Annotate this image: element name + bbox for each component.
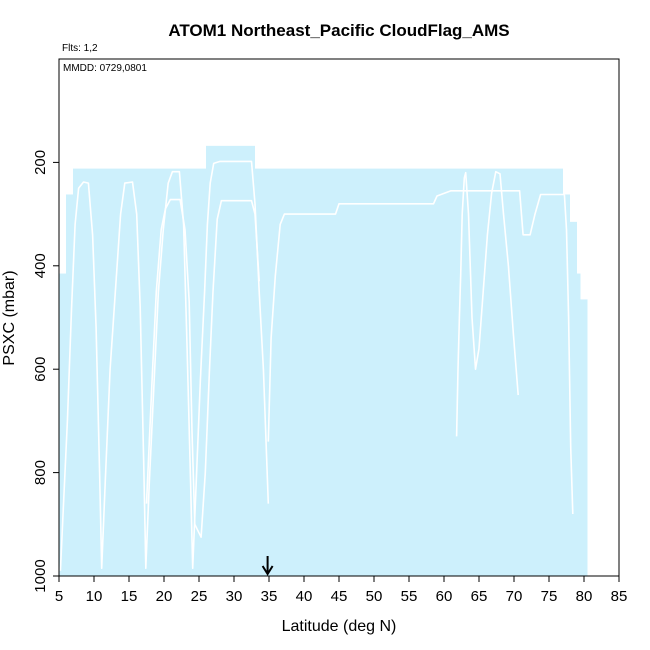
flight-track-series-2 xyxy=(267,190,574,515)
x-tick-label: 30 xyxy=(226,588,243,605)
chart-subtitle: Flts: 1,2 xyxy=(62,43,98,54)
x-tick-label: 40 xyxy=(296,588,313,605)
cloud-column-3 xyxy=(206,145,255,576)
cloud-column-4 xyxy=(255,168,563,576)
x-tick-label: 55 xyxy=(401,588,418,605)
x-tick-label: 65 xyxy=(471,588,488,605)
mmdd-annotation: MMDD: 0729,0801 xyxy=(63,63,147,74)
x-tick-label: 70 xyxy=(506,588,523,605)
x-tick-label: 60 xyxy=(436,588,453,605)
x-tick-label: 50 xyxy=(366,588,383,605)
flight-track-layer xyxy=(59,160,574,571)
x-axis-label: Latitude (deg N) xyxy=(282,618,397,635)
cloud-column-6 xyxy=(570,221,577,577)
cloud-column-7 xyxy=(577,273,581,576)
x-tick-label: 85 xyxy=(611,588,628,605)
y-tick-label: 200 xyxy=(32,150,49,175)
latitude-marker xyxy=(261,556,274,576)
x-tick-label: 5 xyxy=(55,588,63,605)
y-tick-label: 600 xyxy=(32,357,49,382)
x-tick-label: 45 xyxy=(331,588,348,605)
x-tick-label: 80 xyxy=(576,588,593,605)
x-tick-label: 75 xyxy=(541,588,558,605)
x-tick-label: 15 xyxy=(121,588,138,605)
cloud-column-5 xyxy=(563,194,570,577)
cloud-column-8 xyxy=(580,299,588,576)
marker-arrow-head xyxy=(261,565,274,576)
x-tick-label: 25 xyxy=(191,588,208,605)
x-axis: 5 10 15 20 25 30 35 40 45 50 55 60 65 70 75 80 85 xyxy=(55,576,628,605)
y-tick-label: 1000 xyxy=(32,559,49,592)
cloud-column-0 xyxy=(59,273,66,576)
x-tick-label: 20 xyxy=(156,588,173,605)
y-axis: 200 400 600 800 1000 xyxy=(32,59,60,593)
y-tick-label: 800 xyxy=(32,460,49,485)
y-tick-label: 400 xyxy=(32,253,49,278)
x-tick-label: 35 xyxy=(261,588,278,605)
cloud-fill-layer xyxy=(59,145,588,577)
x-tick-label: 10 xyxy=(86,588,103,605)
y-axis-label: PSXC (mbar) xyxy=(1,270,18,365)
flight-track-series-0 xyxy=(59,160,270,571)
chart-title: ATOM1 Northeast_Pacific CloudFlag_AMS xyxy=(168,21,509,40)
flight-track-series-1 xyxy=(145,198,260,539)
flight-track-series-3 xyxy=(455,170,519,437)
